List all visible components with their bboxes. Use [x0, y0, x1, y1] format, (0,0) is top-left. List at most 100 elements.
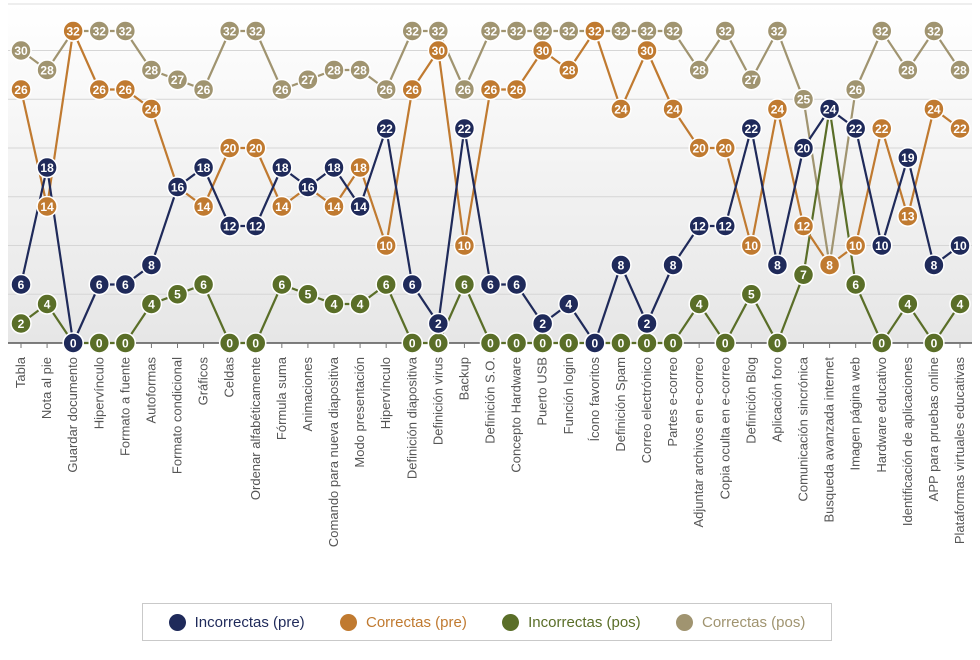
data-point-marker [375, 273, 397, 296]
data-point: 18 [271, 156, 293, 179]
x-tick-label: Hipervínculo [91, 357, 106, 429]
data-label: 30 [640, 44, 654, 58]
legend-item-incorrectas-pos[interactable]: Incorrectas (pos) [502, 613, 641, 631]
data-label: 6 [852, 278, 859, 292]
data-label: 10 [849, 239, 863, 253]
data-label: 22 [849, 122, 863, 136]
data-point: 0 [245, 332, 267, 354]
data-point: 5 [297, 283, 319, 305]
data-label: 0 [618, 336, 625, 350]
legend-item-correctas-pre[interactable]: Correctas (pre) [339, 613, 467, 631]
data-label: 10 [953, 239, 967, 253]
data-point-marker [636, 39, 658, 62]
data-label: 0 [70, 336, 77, 350]
x-tick-label: Definición diapositiva [404, 356, 419, 479]
data-label: 0 [96, 336, 103, 350]
data-point-marker [192, 273, 215, 296]
data-point-marker [192, 195, 215, 218]
data-label: 6 [122, 278, 129, 292]
data-point-marker [401, 20, 423, 42]
data-point: 16 [297, 176, 319, 198]
data-point: 20 [792, 137, 815, 159]
data-point: 2 [531, 312, 554, 335]
data-label: 8 [618, 258, 625, 272]
data-point-marker [558, 293, 580, 315]
data-label: 32 [588, 24, 602, 38]
data-point: 6 [401, 273, 423, 296]
data-label: 26 [379, 83, 393, 97]
data-point-marker [166, 69, 189, 91]
data-point: 0 [505, 332, 528, 354]
data-label: 27 [745, 73, 759, 87]
data-point-marker [10, 312, 32, 335]
data-label: 28 [327, 63, 341, 77]
data-point-marker [218, 20, 241, 42]
data-label: 4 [957, 297, 964, 311]
data-label: 27 [171, 73, 185, 87]
data-point: 22 [740, 117, 763, 140]
data-label: 32 [666, 24, 680, 38]
x-tick-label: Busqueda avanzada internet [822, 357, 837, 523]
data-point: 26 [505, 78, 528, 101]
data-point-marker [140, 293, 163, 315]
x-tick-label: Tabla [13, 356, 28, 388]
data-label: 26 [275, 83, 289, 97]
data-point: 22 [375, 117, 397, 140]
data-point-marker [349, 59, 371, 81]
data-point: 0 [871, 332, 893, 354]
data-point: 10 [740, 234, 763, 257]
data-point: 0 [531, 332, 554, 354]
x-tick-label: Función login [561, 357, 576, 434]
data-label: 20 [223, 141, 237, 155]
data-label: 10 [458, 239, 472, 253]
data-point-marker [323, 59, 345, 81]
data-label: 8 [148, 258, 155, 272]
data-point: 6 [375, 273, 397, 296]
data-point-marker [949, 234, 971, 257]
data-label: 32 [406, 24, 420, 38]
data-label: 16 [301, 180, 315, 194]
data-point-marker [401, 78, 423, 101]
data-point-marker [688, 59, 710, 81]
data-label: 16 [171, 180, 185, 194]
data-point-marker [688, 293, 710, 315]
data-point-marker [271, 195, 293, 218]
data-label: 0 [774, 336, 781, 350]
data-label: 0 [487, 336, 494, 350]
x-tick-label: Animaciones [300, 357, 315, 432]
data-point-marker [271, 273, 293, 296]
data-point: 0 [88, 332, 110, 354]
data-point: 10 [375, 234, 397, 257]
data-label: 18 [275, 161, 289, 175]
legend-item-incorrectas-pre[interactable]: Incorrectas (pre) [168, 613, 305, 631]
data-point-marker [610, 332, 632, 354]
data-point: 32 [88, 20, 110, 42]
data-label: 26 [510, 83, 524, 97]
x-axis-tick-labels: Tabla Nota al pie Guardar documento Hiperví… [13, 356, 967, 547]
data-point: 20 [218, 137, 241, 159]
data-point-marker [844, 117, 867, 140]
data-point: 22 [949, 117, 971, 140]
data-point: 0 [662, 332, 684, 354]
data-point: 26 [271, 78, 293, 101]
data-point-marker [479, 20, 502, 42]
data-point-marker [923, 254, 945, 276]
data-point-marker [114, 332, 137, 354]
data-point: 32 [766, 20, 789, 42]
data-point-marker [662, 332, 684, 354]
data-point-marker [10, 78, 32, 101]
data-label: 12 [223, 219, 237, 233]
x-tick-label: Imagen página web [848, 357, 863, 470]
data-point-marker [88, 332, 110, 354]
data-label: 6 [461, 278, 468, 292]
data-point-marker [766, 20, 789, 42]
data-point: 12 [218, 215, 241, 237]
data-point: 24 [140, 98, 163, 120]
data-point: 30 [531, 39, 554, 62]
data-point: 32 [558, 20, 580, 42]
data-point: 18 [349, 156, 371, 179]
data-point-marker [349, 195, 371, 218]
data-point-marker [62, 20, 84, 42]
data-point: 8 [140, 254, 163, 276]
legend-item-correctas-pos[interactable]: Correctas (pos) [675, 613, 805, 631]
